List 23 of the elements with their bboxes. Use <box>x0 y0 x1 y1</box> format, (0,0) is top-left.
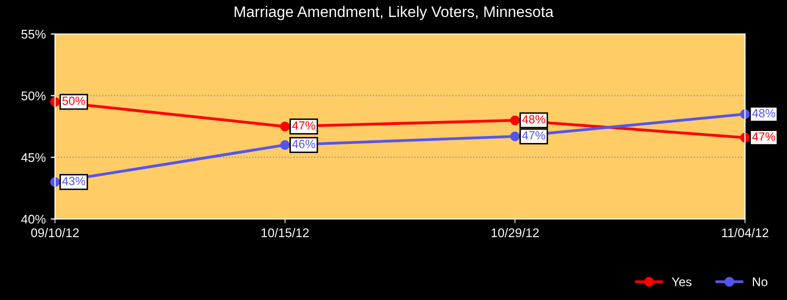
data-label: 47% <box>522 131 546 140</box>
point <box>280 140 290 150</box>
y-tick-label: 45% <box>21 153 46 162</box>
chart-title: Marriage Amendment, Likely Voters, Minnesota <box>234 6 554 20</box>
x-tick-label: 11/04/12 <box>722 228 768 238</box>
data-label: 47% <box>752 132 776 141</box>
point <box>280 122 290 132</box>
x-tick-label: 10/29/12 <box>492 228 539 238</box>
data-label: 50% <box>62 96 86 105</box>
y-tick-label: 40% <box>21 214 46 224</box>
x-tick-label: 10/15/12 <box>262 228 309 238</box>
data-label: 46% <box>292 140 316 148</box>
data-label: 47% <box>292 121 316 130</box>
point <box>510 132 520 142</box>
x-tick-label: 09/10/12 <box>31 228 79 238</box>
y-tick-label: 50% <box>21 91 46 100</box>
legend-label: No <box>752 278 768 286</box>
y-tick-label: 55% <box>21 30 46 39</box>
point <box>510 115 520 126</box>
legend-label: Yes <box>672 278 692 286</box>
data-label: 48% <box>752 108 776 118</box>
data-label: 43% <box>62 176 86 186</box>
data-label: 48% <box>522 115 546 124</box>
